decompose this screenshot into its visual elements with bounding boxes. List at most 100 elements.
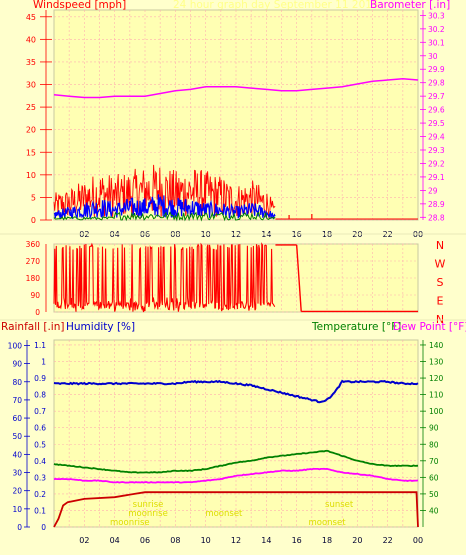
temperature-x-tick-label: 20 bbox=[352, 536, 362, 545]
temperature-tick-label: 40 bbox=[429, 506, 439, 515]
wind-tick-label: 0 bbox=[31, 216, 36, 225]
rain-tick-label: 0.6 bbox=[34, 424, 46, 433]
temperature-tick-label: 70 bbox=[429, 457, 439, 466]
temperature-x-tick-label: 12 bbox=[231, 536, 241, 545]
direction-tick-label: 270 bbox=[26, 257, 41, 266]
temperature-tick-label: 80 bbox=[429, 440, 439, 449]
barometer-tick-label: 30 bbox=[428, 52, 438, 61]
barometer-tick-label: 29.8 bbox=[428, 79, 445, 88]
sun-moon-annotation: sunrise bbox=[133, 500, 164, 510]
temperature-x-tick-label: 22 bbox=[383, 536, 393, 545]
humidity-tick-label: 70 bbox=[12, 396, 22, 405]
rainfall-legend: Rainfall [.in] bbox=[1, 321, 64, 333]
wind-tick-label: 5 bbox=[31, 193, 36, 202]
barometer-tick-label: 28.8 bbox=[428, 213, 445, 222]
rain-tick-label: 0.8 bbox=[34, 391, 46, 400]
barometer-tick-label: 29.3 bbox=[428, 146, 445, 155]
direction-drop bbox=[295, 244, 302, 312]
chart-static-layer: Windspeed [mph] 24 hour graph day Septem… bbox=[1, 0, 466, 333]
compass-label: N bbox=[436, 239, 444, 252]
barometer-tick-label: 29.5 bbox=[428, 119, 445, 128]
dewpoint-line bbox=[53, 467, 419, 484]
rain-tick-label: 0.5 bbox=[34, 440, 46, 449]
wind-tick-label: 35 bbox=[26, 58, 36, 67]
temperature-tick-label: 50 bbox=[429, 490, 439, 499]
temperature-x-tick-label: 06 bbox=[140, 536, 150, 545]
sun-moon-annotation: moonset bbox=[308, 518, 346, 528]
temperature-x-tick-label: 00 bbox=[413, 536, 423, 545]
wind-tick-label: 40 bbox=[26, 35, 36, 44]
direction-tick-label: 180 bbox=[26, 274, 41, 283]
barometer-tick-label: 29 bbox=[428, 186, 438, 195]
barometer-tick-label: 30.3 bbox=[428, 11, 445, 20]
barometer-tick-label: 28.9 bbox=[428, 200, 445, 209]
temperature-x-tick-label: 18 bbox=[322, 536, 332, 545]
temperature-x-tick-label: 02 bbox=[79, 536, 89, 545]
humidity-tick-label: 40 bbox=[12, 450, 22, 459]
compass-label: W bbox=[435, 258, 446, 271]
barometer-line bbox=[53, 77, 419, 99]
barometer-axis-title: Barometer [.in] bbox=[370, 0, 450, 11]
temperature-tick-label: 120 bbox=[429, 374, 444, 383]
humidity-tick-label: 30 bbox=[12, 469, 22, 478]
temperature-line bbox=[53, 449, 419, 474]
humidity-legend: Humidity [%] bbox=[66, 321, 135, 333]
humidity-tick-label: 10 bbox=[12, 505, 22, 514]
humidity-tick-label: 80 bbox=[12, 378, 22, 387]
graph-date-title: 24 hour graph day September 11 2015 bbox=[173, 0, 379, 11]
compass-label: E bbox=[437, 295, 444, 308]
barometer-tick-label: 29.2 bbox=[428, 159, 445, 168]
temperature-tick-label: 130 bbox=[429, 358, 444, 367]
rain-tick-label: 0.2 bbox=[34, 490, 46, 499]
temperature-tick-label: 90 bbox=[429, 424, 439, 433]
direction-tick-label: 0 bbox=[35, 308, 40, 317]
humidity-tick-label: 90 bbox=[12, 360, 22, 369]
barometer-tick-label: 29.6 bbox=[428, 106, 445, 115]
wind-tick-label: 10 bbox=[26, 171, 36, 180]
barometer-tick-label: 29.1 bbox=[428, 173, 445, 182]
wind-green-line bbox=[53, 211, 276, 222]
direction-tick-label: 360 bbox=[26, 240, 41, 249]
humidity-tick-label: 100 bbox=[8, 341, 23, 350]
temperature-x-tick-label: 08 bbox=[170, 536, 180, 545]
wind-tick-label: 25 bbox=[26, 103, 36, 112]
temperature-x-tick-label: 04 bbox=[110, 536, 120, 545]
temperature-x-tick-label: 14 bbox=[261, 536, 271, 545]
rain-tick-label: 0.9 bbox=[34, 374, 46, 383]
temperature-tick-label: 60 bbox=[429, 473, 439, 482]
dewpoint-legend: Dew Point [°F] bbox=[393, 321, 466, 333]
humidity-tick-label: 20 bbox=[12, 487, 22, 496]
humidity-tick-label: 60 bbox=[12, 414, 22, 423]
rain-tick-label: 0.1 bbox=[34, 506, 46, 515]
temperature-x-tick-label: 10 bbox=[201, 536, 211, 545]
rain-tick-label: 0.4 bbox=[34, 457, 46, 466]
windspeed-axis-title: Windspeed [mph] bbox=[33, 0, 126, 11]
sun-moon-annotation: moonset bbox=[205, 509, 243, 519]
barometer-tick-label: 29.7 bbox=[428, 92, 445, 101]
temperature-tick-label: 100 bbox=[429, 407, 444, 416]
wind-tick-label: 45 bbox=[26, 13, 36, 22]
direction-tick-label: 90 bbox=[30, 291, 40, 300]
temperature-legend: Temperature [°F] bbox=[311, 321, 401, 333]
compass-label: S bbox=[437, 276, 444, 289]
wind-tick-label: 15 bbox=[26, 148, 36, 157]
rainfall-line bbox=[53, 491, 419, 528]
rain-tick-label: 1.1 bbox=[34, 341, 46, 350]
barometer-tick-label: 30.2 bbox=[428, 25, 445, 34]
sun-moon-annotation: moonrise bbox=[128, 509, 168, 519]
chart-dynamic-layer: 45403530252015105030.330.230.13029.929.8… bbox=[0, 9, 466, 545]
humidity-tick-label: 0 bbox=[17, 523, 22, 532]
barometer-tick-label: 30.1 bbox=[428, 38, 445, 47]
wind-gust-line bbox=[53, 194, 276, 220]
direction-line bbox=[53, 242, 276, 313]
temperature-tick-label: 110 bbox=[429, 391, 444, 400]
barometer-tick-label: 29.9 bbox=[428, 65, 445, 74]
sun-moon-annotation: moonrise bbox=[110, 518, 150, 528]
humidity-line bbox=[53, 379, 419, 404]
barometer-tick-label: 29.4 bbox=[428, 133, 445, 142]
wind-tick-label: 20 bbox=[26, 126, 36, 135]
rain-tick-label: 0.7 bbox=[34, 407, 46, 416]
sun-moon-annotation: sunset bbox=[325, 500, 354, 510]
wind-tick-label: 30 bbox=[26, 81, 36, 90]
